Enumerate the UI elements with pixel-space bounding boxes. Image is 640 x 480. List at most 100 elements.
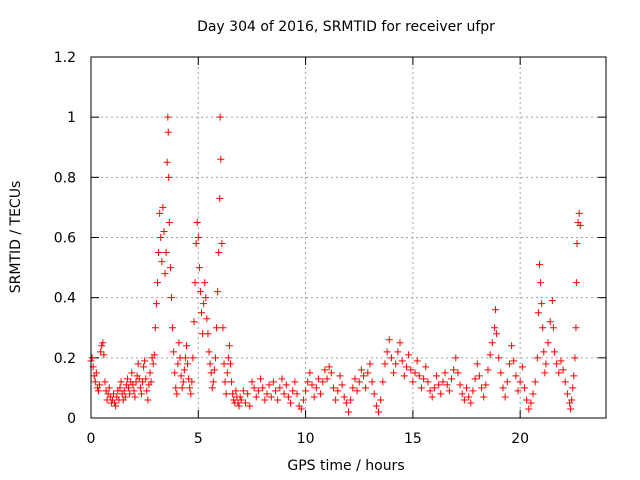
data-point [272,387,280,395]
data-point [473,360,481,368]
data-point [174,360,182,368]
data-point [216,113,224,121]
data-point [194,234,202,241]
data-point [426,387,434,395]
data-point [390,369,398,377]
data-point [439,378,447,386]
data-point [143,387,151,395]
data-point [195,264,203,272]
data-point [280,390,288,398]
axis-ticks: 0 0.2 0.4 0.6 0.8 1 1.2 0 5 10 15 20 [54,50,606,447]
data-point [196,288,204,296]
data-point [209,378,217,386]
data-point [443,381,451,389]
data-point [140,363,148,371]
data-point [121,393,129,401]
data-point [125,384,133,392]
data-point [563,390,571,398]
data-point [488,339,496,347]
data-point [112,402,120,410]
data-point [460,396,468,404]
data-point [345,408,352,416]
data-point [149,360,157,368]
data-point [97,348,105,356]
data-point [226,360,234,368]
data-point [573,240,581,248]
data-point [132,378,140,386]
data-point [156,209,164,217]
data-point [495,354,503,362]
data-point [134,360,142,368]
data-point [480,393,488,401]
data-point [329,384,337,392]
data-point [432,372,440,380]
data-point [244,390,252,398]
data-point [142,375,150,383]
data-point [555,369,563,377]
data-point [278,375,286,383]
x-tick-label: 15 [404,431,422,447]
y-tick-label: 0.4 [54,291,76,307]
data-point [413,357,421,365]
data-point [381,360,389,368]
data-point [216,194,224,202]
data-point [220,360,228,368]
data-point [327,369,335,377]
data-point [471,375,479,383]
data-point [364,369,372,377]
data-point [478,384,486,392]
data-point [126,390,134,398]
data-point [549,324,557,332]
data-point [291,378,299,386]
y-tick-label: 0.6 [54,231,76,247]
data-point [204,330,212,338]
data-point [120,387,128,395]
data-point [525,405,533,413]
data-point [141,357,149,365]
data-point [248,378,256,386]
data-point [169,324,177,332]
data-point [314,375,322,383]
data-point [160,227,168,235]
data-point [336,372,344,380]
data-point [392,360,400,368]
data-point [308,381,316,389]
data-point [332,396,340,404]
data-point [162,249,170,257]
data-point [135,375,143,383]
data-point [572,279,580,287]
data-point [445,387,453,395]
data-point [411,369,419,377]
data-point [250,384,258,392]
data-point [269,378,277,386]
data-point [557,357,565,365]
data-point [541,369,549,377]
data-point [375,408,383,416]
data-point [164,113,172,121]
x-tick-label: 20 [511,431,529,447]
data-point [158,258,166,266]
data-point [211,354,219,362]
data-point [430,384,438,392]
data-point [360,372,368,380]
data-point [276,384,284,392]
data-point [334,387,342,395]
data-points [87,113,584,416]
data-point [222,390,230,398]
data-point [123,375,131,383]
data-point [531,378,539,386]
data-point [147,378,155,386]
data-point [163,158,171,166]
data-point [111,399,119,407]
data-point [514,387,522,395]
data-point [228,378,236,386]
data-point [424,378,432,386]
y-tick-label: 1.2 [54,50,76,66]
data-point [527,399,535,407]
data-point [230,396,238,404]
data-point [265,381,273,389]
data-point [184,360,192,368]
data-point [347,396,355,404]
data-point [182,342,190,350]
data-point [312,384,320,392]
